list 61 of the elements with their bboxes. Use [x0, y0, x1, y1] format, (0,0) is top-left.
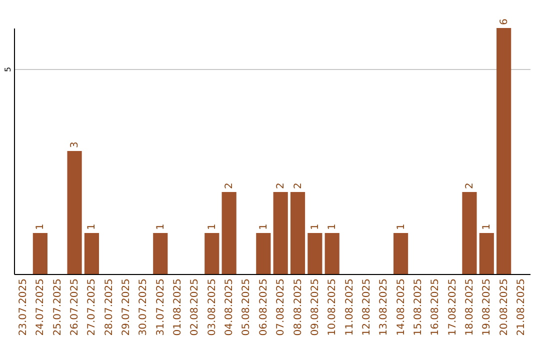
x-tick-label: 25.07.2025 — [52, 278, 64, 336]
bar — [84, 233, 99, 274]
x-tick-label: 07.08.2025 — [276, 278, 287, 336]
x-tick-label: 20.08.2025 — [498, 278, 510, 336]
data-label: 6 — [498, 18, 510, 25]
bar — [290, 192, 306, 274]
x-tick-label: 08.08.2025 — [292, 278, 304, 336]
data-label: 1 — [396, 224, 407, 230]
x-tick-label: 13.08.2025 — [378, 278, 390, 336]
bar — [32, 233, 48, 274]
x-tick-label: 11.08.2025 — [344, 278, 356, 336]
data-label: 1 — [482, 224, 493, 230]
data-label: 1 — [35, 224, 46, 230]
bar — [308, 233, 322, 274]
bar — [496, 28, 512, 274]
x-tick-label: 27.07.2025 — [86, 278, 98, 336]
x-tick-label: 06.08.2025 — [258, 278, 270, 336]
x-tick-label: 24.07.2025 — [35, 278, 46, 336]
x-tick-label: 01.08.2025 — [172, 278, 184, 336]
x-tick-label: 23.07.2025 — [18, 278, 30, 336]
x-tick-label: 21.08.2025 — [516, 278, 527, 336]
x-tick-label: 28.07.2025 — [104, 278, 115, 336]
data-label: 2 — [464, 182, 476, 189]
bar — [324, 233, 340, 274]
data-label: 2 — [276, 182, 287, 189]
bar — [256, 233, 271, 274]
data-label: 1 — [206, 224, 218, 230]
data-label: 3 — [70, 142, 81, 148]
x-tick-label: 17.08.2025 — [447, 278, 458, 336]
x-tick-label: 12.08.2025 — [361, 278, 372, 336]
x-tick-label: 03.08.2025 — [206, 278, 218, 336]
data-label: 2 — [224, 182, 236, 189]
x-tick-label: 19.08.2025 — [482, 278, 493, 336]
bar — [153, 233, 168, 274]
x-tick-label: 15.08.2025 — [412, 278, 424, 336]
x-tick-label: 05.08.2025 — [241, 278, 252, 336]
x-tick-label: 30.07.2025 — [138, 278, 150, 336]
x-tick-label: 02.08.2025 — [190, 278, 201, 336]
x-tick-label: 04.08.2025 — [224, 278, 236, 336]
x-tick-label: 09.08.2025 — [310, 278, 321, 336]
x-tick-label: 10.08.2025 — [327, 278, 338, 336]
x-tick-label: 31.07.2025 — [155, 278, 166, 336]
data-label: 1 — [258, 224, 270, 230]
x-tick-label: 18.08.2025 — [464, 278, 476, 336]
x-tick-label: 26.07.2025 — [70, 278, 81, 336]
x-tick-label: 14.08.2025 — [396, 278, 407, 336]
data-label: 2 — [292, 182, 304, 189]
x-tick-label: 29.07.2025 — [121, 278, 132, 336]
bar — [462, 192, 477, 274]
bar — [479, 233, 494, 274]
data-label: 1 — [155, 224, 166, 230]
bar — [222, 192, 236, 274]
bar — [393, 233, 408, 274]
data-label: 1 — [86, 224, 98, 230]
data-label: 1 — [327, 224, 338, 230]
bar — [204, 233, 220, 274]
bar — [67, 151, 82, 274]
bar — [273, 192, 288, 274]
x-tick-label: 16.08.2025 — [430, 278, 442, 336]
data-label: 1 — [310, 224, 321, 230]
y-tick-label: 5 — [4, 66, 12, 72]
